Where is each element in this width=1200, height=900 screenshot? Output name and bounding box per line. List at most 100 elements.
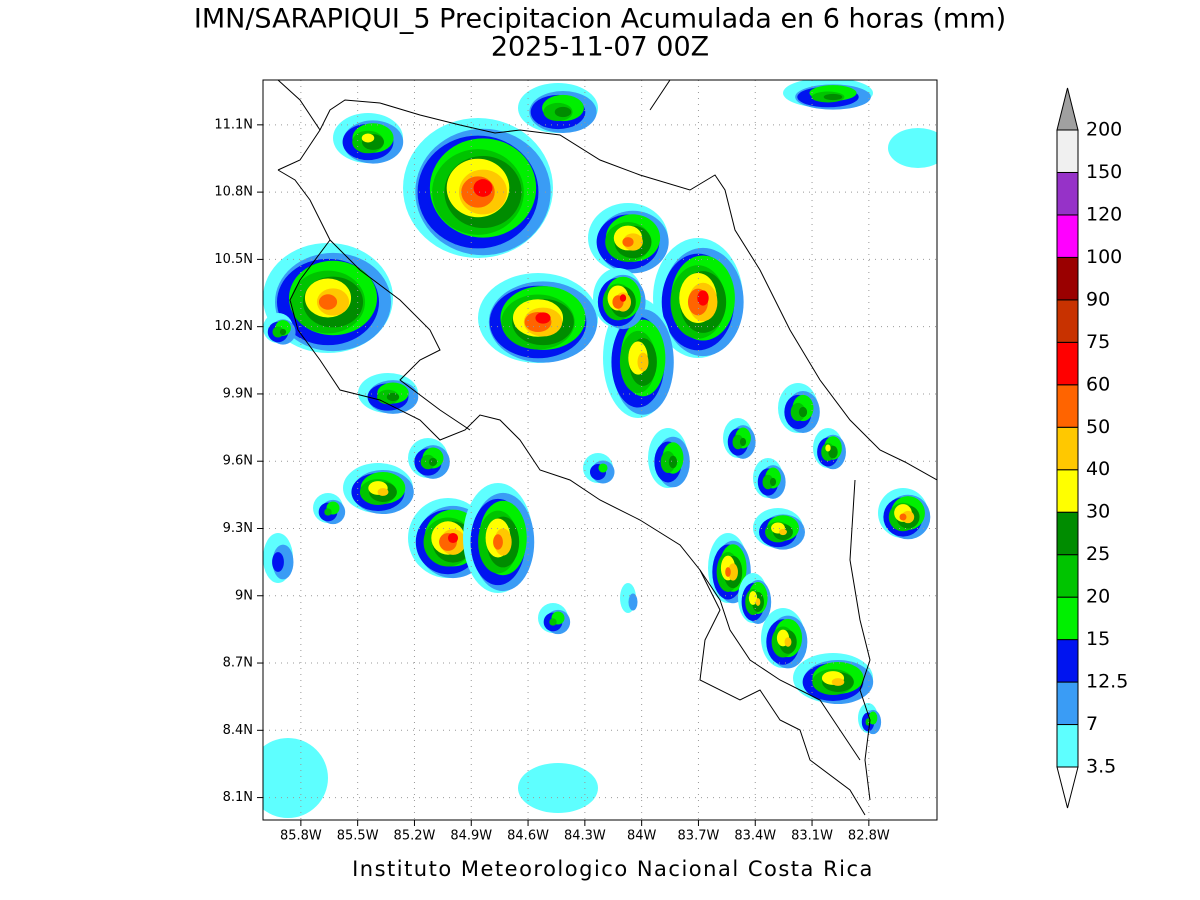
colorbar-swatch [1056,469,1079,513]
rain-cell [901,510,915,524]
rain-cell [825,444,831,452]
colorbar-swatch [1056,426,1079,471]
rain-cell [263,738,328,818]
colorbar-swatch [1056,129,1079,173]
rain-cell [272,552,284,572]
rain-cell [361,133,375,143]
y-tick-label: 8.1N [223,790,253,805]
y-tick-label: 10.5N [214,252,253,267]
colorbar-label: 100 [1086,246,1122,268]
colorbar-swatch [1056,256,1079,301]
x-tick-label: 84.6W [507,829,549,844]
rain-cell [868,711,878,725]
colorbar-swatch [1056,639,1079,683]
x-tick-label: 84W [627,829,657,844]
colorbar-label: 120 [1086,203,1122,225]
rain-cell [493,534,503,550]
rain-cell [447,532,459,544]
colorbar-swatch [1056,214,1079,258]
colorbar-label: 40 [1086,458,1110,480]
colorbar-swatch [1056,554,1079,598]
colorbar-swatch [1056,596,1079,641]
rain-cell [831,678,845,686]
title: IMN/SARAPIQUI_5 Precipitacion Acumulada … [194,4,1006,35]
colorbar-label: 90 [1086,288,1110,310]
rain-cell [637,352,649,372]
colorbar-label: 15 [1086,628,1110,650]
colorbar-label: 12.5 [1086,671,1128,693]
rain-cell [318,294,338,310]
rain-cell [622,237,634,247]
rain-cell [377,488,389,496]
colorbar-label: 60 [1086,373,1110,395]
rain-cell [697,290,709,306]
grid [263,80,937,820]
colorbar-label: 3.5 [1086,756,1116,778]
rain-cell [272,326,284,338]
colorbar-label: 30 [1086,501,1110,523]
coastlines [277,80,937,816]
x-tick-label: 84.3W [564,829,606,844]
colorbar-swatch [1056,384,1079,428]
rain-cell [549,618,557,626]
x-tick-label: 83.4W [734,829,776,844]
rain-cell [554,106,572,118]
colorbar-swatch [1056,171,1079,216]
colorbar-label: 150 [1086,161,1122,183]
rain-cell [748,591,758,605]
rain-cell [779,528,787,536]
rain-cell [518,763,598,813]
y-tick-label: 8.4N [223,723,253,738]
rain-cell [755,598,761,606]
precipitation-field [263,80,937,818]
x-tick-label: 85.2W [394,829,436,844]
rain-cell [762,474,774,490]
y-tick-label: 9.9N [223,386,253,401]
rain-cell [828,445,838,459]
rain-cell [728,563,738,581]
x-tick-label: 83.1W [791,829,833,844]
colorbar-swatch [1056,681,1079,726]
rain-cell [668,455,678,469]
colorbar-swatch [1056,511,1079,556]
y-tick-label: 9N [235,588,253,603]
rain-cell [899,513,907,521]
colorbar-label: 25 [1086,543,1110,565]
x-tick-label: 82.8W [848,829,890,844]
rain-cell [428,457,438,467]
x-tick-label: 84.9W [450,829,492,844]
rain-cell [473,179,493,197]
rain-cell [619,294,627,302]
rain-cell [279,328,287,336]
y-tick-label: 11.1N [214,117,253,132]
rain-cell [798,406,808,418]
rain-cell [628,593,638,611]
x-tick-label: 83.7W [678,829,720,844]
colorbar-label: 200 [1086,119,1122,141]
rain-cell [739,437,747,447]
x-tick-label: 85.8W [280,829,322,844]
footer: Instituto Meteorologico Nacional Costa R… [352,857,874,881]
rain-cell [535,312,551,324]
subtitle: 2025-11-07 00Z [491,32,709,63]
rain-cell [324,508,332,516]
rain-cell [598,463,608,473]
rain-cell [784,637,792,647]
y-tick-label: 10.2N [214,319,253,334]
y-tick-label: 8.7N [223,656,253,671]
colorbar-label: 7 [1086,713,1098,735]
colorbar-over [1056,87,1079,131]
rain-cell [888,128,937,168]
rain-cell [823,93,843,101]
axes: 85.8W 85.5W 85.2W 84.9W 84.6W 84.3W 84W 83.7W 83… [214,117,890,843]
colorbar-label: 20 [1086,586,1110,608]
colorbar-swatch [1056,724,1079,768]
colorbar-swatch [1056,299,1079,343]
colorbar-label: 75 [1086,331,1110,353]
x-tick-label: 85.5W [337,829,379,844]
colorbar-swatch [1056,341,1079,386]
y-tick-label: 9.6N [223,454,253,469]
y-tick-label: 10.8N [214,185,253,200]
rain-cell [725,567,731,577]
